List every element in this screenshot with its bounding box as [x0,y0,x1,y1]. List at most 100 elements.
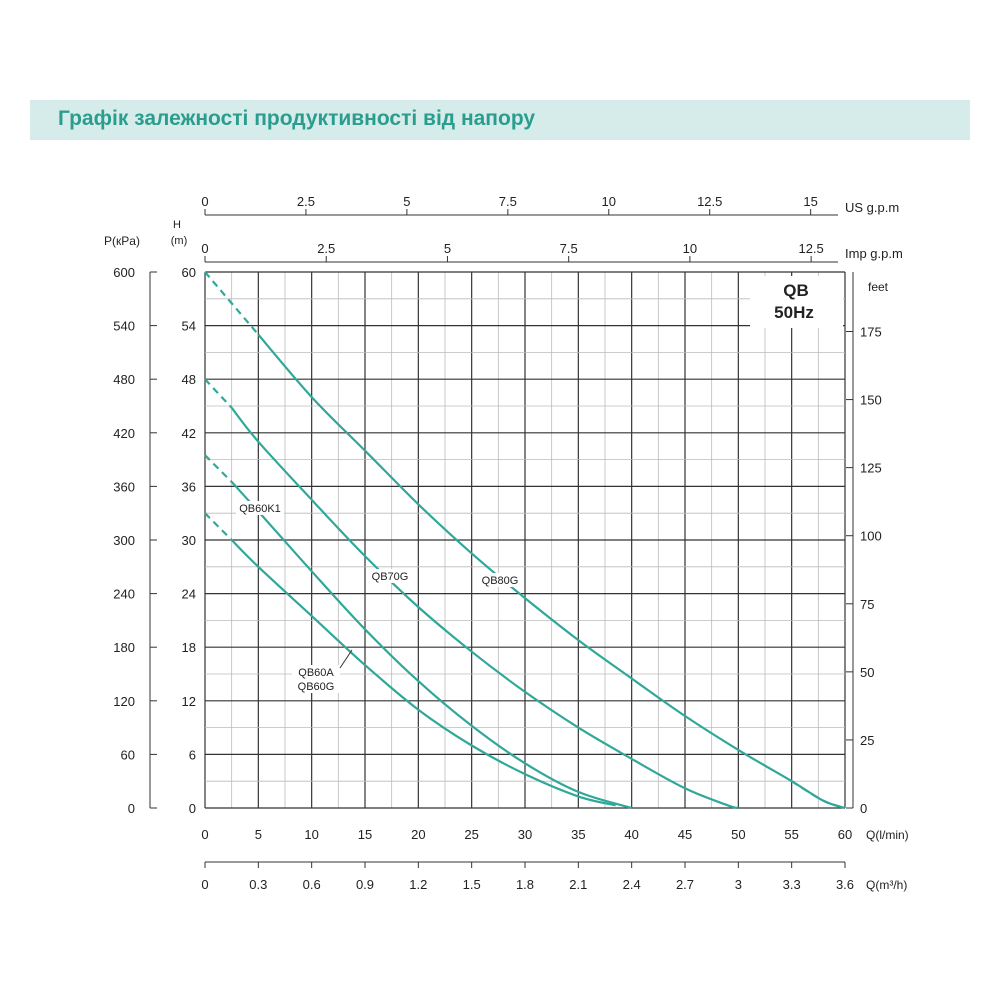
page-title: Графік залежності продуктивності від нап… [58,107,536,130]
tick-label-imp-gpm: 7.5 [560,241,578,256]
axis-label-feet: feet [868,280,889,294]
tick-label-h: 12 [182,694,196,709]
badge-model: QB [783,281,809,300]
chart-curves [204,271,846,810]
title-banner: Графік залежності продуктивності від нап… [30,100,970,140]
tick-label-us-gpm: 15 [803,194,817,209]
tick-label-q-lmin: 55 [784,827,798,842]
tick-label-feet: 75 [860,597,874,612]
tick-label-feet: 50 [860,665,874,680]
series-label-qb60g: QB60G [298,681,335,693]
tick-label-q-m3h: 2.1 [569,877,587,892]
tick-label-p: 420 [113,426,135,441]
tick-label-q-m3h: 3.6 [836,877,854,892]
tick-label-q-m3h: 2.4 [623,877,641,892]
tick-label-q-lmin: 60 [838,827,852,842]
tick-label-h: 30 [182,533,196,548]
tick-label-q-lmin: 10 [304,827,318,842]
series-label-bg [292,665,340,679]
curve-qb60k1 [230,481,633,810]
curve-qb60a [230,539,616,807]
curve-qb70g [230,407,739,810]
tick-label-q-lmin: 5 [255,827,262,842]
tick-label-p: 300 [113,533,135,548]
tick-label-q-m3h: 3.3 [783,877,801,892]
tick-label-h: 42 [182,426,196,441]
curve-dashed-qb70g [204,378,233,409]
tick-label-imp-gpm: 0 [201,241,208,256]
series-label-bg [236,501,284,515]
badge-frequency: 50Hz [774,303,814,322]
tick-label-q-lmin: 45 [678,827,692,842]
axis-label-imp-gpm: Imp g.p.m [845,246,903,261]
tick-label-q-lmin: 25 [464,827,478,842]
tick-label-q-m3h: 0.9 [356,877,374,892]
badge-background [750,276,843,328]
axis-label-q-lmin: Q(l/min) [866,828,909,842]
series-label-qb80g: QB80G [482,575,519,587]
tick-label-h: 36 [182,479,196,494]
tick-label-us-gpm: 5 [403,194,410,209]
tick-label-q-lmin: 0 [201,827,208,842]
tick-label-feet: 0 [860,801,867,816]
tick-label-us-gpm: 2.5 [297,194,315,209]
curve-qb80g [257,333,846,810]
tick-label-q-m3h: 3 [735,877,742,892]
tick-label-q-lmin: 20 [411,827,425,842]
tick-label-imp-gpm: 2.5 [317,241,335,256]
tick-label-feet: 175 [860,324,882,339]
tick-label-h: 24 [182,587,196,602]
tick-label-feet: 25 [860,733,874,748]
axis-label-us-gpm: US g.p.m [845,200,899,215]
tick-label-p: 240 [113,587,135,602]
axis-label-h-bottom: (m) [171,235,188,247]
tick-label-feet: 125 [860,461,882,476]
tick-label-h: 0 [189,801,196,816]
chart-labels: QB 50Hz QB80G QB70G QB60K1 QB60A QB60G [236,276,843,693]
tick-label-h: 6 [189,747,196,762]
tick-label-q-lmin: 35 [571,827,585,842]
series-label-qb60k1: QB60K1 [239,503,281,515]
tick-label-p: 180 [113,640,135,655]
axis-label-p: P(кPa) [104,234,140,248]
axis-label-q-m3h: Q(m³/h) [866,878,907,892]
tick-label-us-gpm: 10 [602,194,616,209]
tick-label-q-lmin: 40 [624,827,638,842]
series-label-bg [366,569,414,583]
series-label-qb60a: QB60A [298,667,334,679]
tick-label-q-m3h: 0.6 [303,877,321,892]
leader-line-qb60a [339,649,353,669]
chart-axes: 06121824303642485460H(m)0601201802403003… [104,194,909,892]
series-label-qb70g: QB70G [372,571,409,583]
curve-dashed-qb80g [204,271,260,336]
tick-label-h: 60 [182,265,196,280]
curve-dashed-qb60k1 [204,454,233,483]
tick-label-h: 54 [182,319,196,334]
tick-label-feet: 150 [860,393,882,408]
chart-grid [204,271,846,809]
tick-label-p: 480 [113,372,135,387]
curve-dashed-qb60a [204,512,233,541]
tick-label-us-gpm: 7.5 [499,194,517,209]
tick-label-p: 60 [121,747,135,762]
tick-label-p: 0 [128,801,135,816]
tick-label-q-lmin: 50 [731,827,745,842]
tick-label-p: 120 [113,694,135,709]
tick-label-q-lmin: 15 [358,827,372,842]
axis-label-h-top: H [173,219,181,231]
tick-label-us-gpm: 0 [201,194,208,209]
tick-label-feet: 100 [860,529,882,544]
tick-label-p: 600 [113,265,135,280]
tick-label-us-gpm: 12.5 [697,194,722,209]
tick-label-h: 18 [182,640,196,655]
tick-label-h: 48 [182,372,196,387]
series-label-bg [292,679,340,693]
tick-label-p: 540 [113,319,135,334]
curve-tail-qb80g [791,780,846,810]
tick-label-p: 360 [113,479,135,494]
tick-label-q-m3h: 1.5 [463,877,481,892]
tick-label-q-m3h: 1.8 [516,877,534,892]
series-label-bg [476,573,524,587]
tick-label-q-lmin: 30 [518,827,532,842]
